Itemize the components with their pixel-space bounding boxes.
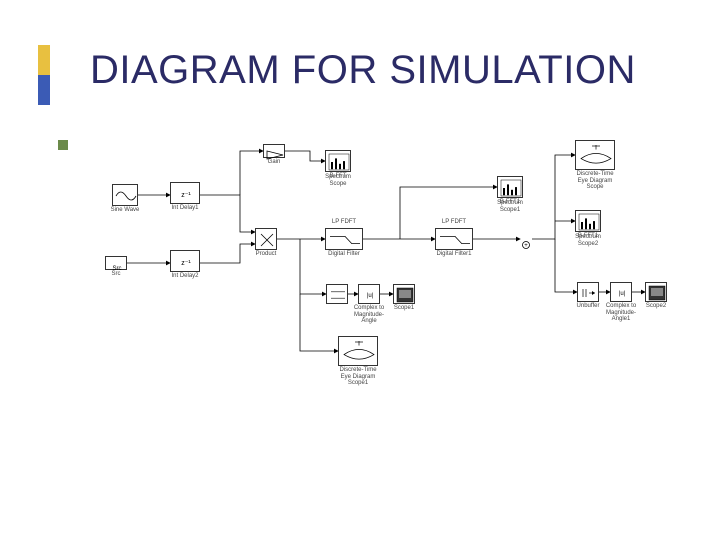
block-label-spec2_lbl: SpectrumScope1 [490, 200, 530, 213]
simulink-diagram: GainB-FFTSpectrumScopeSine Wavez⁻¹Int De… [100, 140, 680, 420]
wire-12 [300, 239, 326, 294]
wire-10 [532, 155, 575, 239]
block-gain_top [263, 144, 285, 158]
block-mag2: |u| [610, 282, 632, 302]
text-icon: Src [108, 259, 124, 267]
block-label-spec3_lbl: SpectrumScope2 [568, 234, 608, 247]
block-label-gain_top: Gain [253, 159, 295, 166]
sum-icon: + [522, 236, 530, 244]
accent-yellow [38, 45, 50, 75]
block-filter1 [325, 228, 363, 250]
svg-text:z⁻¹: z⁻¹ [181, 260, 191, 267]
gain-icon [266, 147, 282, 155]
block-scope2 [645, 282, 667, 302]
block-header-filter1: LP FDFT [325, 219, 363, 226]
block-mag: |u| [358, 284, 380, 304]
mult-icon [258, 231, 274, 247]
block-delay1: z⁻¹ [170, 182, 200, 204]
block-label-delay2: Int Delay2 [160, 273, 210, 280]
block-label-spec1_lbl: SpectrumScope [318, 174, 358, 187]
block-label-src2: Src [95, 271, 137, 278]
filter-icon [328, 231, 360, 247]
svg-text:z⁻¹: z⁻¹ [181, 192, 191, 199]
svg-text:|u|: |u| [619, 291, 626, 297]
block-bfft1 [497, 176, 523, 198]
slide-title: DIAGRAM FOR SIMULATION [90, 48, 636, 93]
block-label-filter1: Digital Filter [315, 251, 373, 258]
block-scope1 [393, 284, 415, 304]
block-label-delay1: Int Delay1 [160, 205, 210, 212]
delay-icon: z⁻¹ [173, 253, 197, 269]
accent-bar [38, 45, 50, 105]
svg-text:+: + [524, 243, 528, 249]
block-product [255, 228, 277, 250]
wire-2 [240, 151, 263, 195]
accent-blue [38, 75, 50, 105]
sine-icon [115, 187, 135, 203]
block-delay2: z⁻¹ [170, 250, 200, 272]
mag-icon: |u| [361, 287, 377, 301]
block-label-scope1: Scope1 [383, 305, 425, 312]
block-label-product: Product [245, 251, 287, 258]
block-eye2 [338, 336, 378, 366]
scope-icon [396, 287, 412, 301]
svg-text:|u|: |u| [367, 293, 374, 299]
filter-icon [438, 231, 470, 247]
spectrum-icon [328, 153, 348, 169]
bullet-square [58, 140, 68, 150]
scope-icon [648, 285, 664, 299]
block-bfft [325, 150, 351, 172]
block-label-eye2: Discrete-TimeEye DiagramScope1 [328, 367, 388, 387]
eye-icon [578, 143, 612, 167]
block-label-scope2: Scope2 [635, 303, 677, 310]
unbuf-icon [580, 285, 596, 299]
block-label-sine: Sine Wave [102, 207, 148, 214]
block-sine [112, 184, 138, 206]
block-header-filter2: LP FDFT [435, 219, 473, 226]
block-bfft2 [575, 210, 601, 232]
eye-icon [341, 339, 375, 363]
c2m-icon [329, 287, 345, 301]
block-filter2 [435, 228, 473, 250]
spectrum-icon [500, 179, 520, 195]
delay-icon: z⁻¹ [173, 185, 197, 201]
mag-icon: |u| [613, 285, 629, 299]
block-label-filter2: Digital Filter1 [425, 251, 483, 258]
block-label-eye1: Discrete-TimeEye DiagramScope [565, 171, 625, 191]
wire-1 [200, 195, 255, 232]
spectrum-icon [578, 213, 598, 229]
block-unbuf [577, 282, 599, 302]
block-c2m [326, 284, 348, 304]
block-src2: Src [105, 256, 127, 270]
block-eye1 [575, 140, 615, 170]
block-sum: + [520, 234, 532, 246]
